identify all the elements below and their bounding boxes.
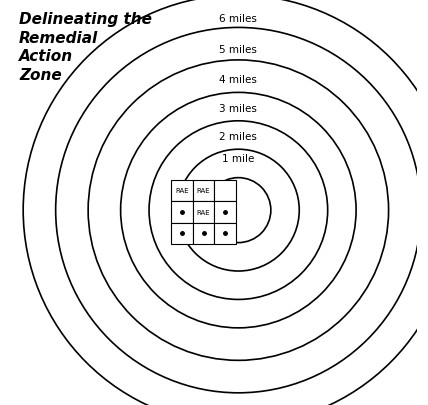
Text: RAE: RAE	[197, 209, 211, 215]
Bar	[171, 223, 193, 245]
Bar	[214, 223, 236, 245]
Text: 3 miles: 3 miles	[220, 103, 257, 113]
Bar	[171, 202, 193, 223]
Bar	[214, 202, 236, 223]
Text: 2 miles: 2 miles	[220, 132, 257, 142]
Text: RAE: RAE	[175, 188, 189, 194]
Text: RAE: RAE	[197, 188, 211, 194]
Text: 5 miles: 5 miles	[220, 45, 257, 55]
Text: 4 miles: 4 miles	[220, 75, 257, 85]
Bar	[193, 180, 214, 202]
Text: 6 miles: 6 miles	[220, 14, 257, 24]
Bar	[171, 180, 193, 202]
Bar	[214, 180, 236, 202]
Bar	[193, 202, 214, 223]
Bar	[193, 223, 214, 245]
Text: 1 mile: 1 mile	[222, 154, 255, 164]
Text: Delineating the
Remedial
Action
Zone: Delineating the Remedial Action Zone	[19, 12, 152, 83]
